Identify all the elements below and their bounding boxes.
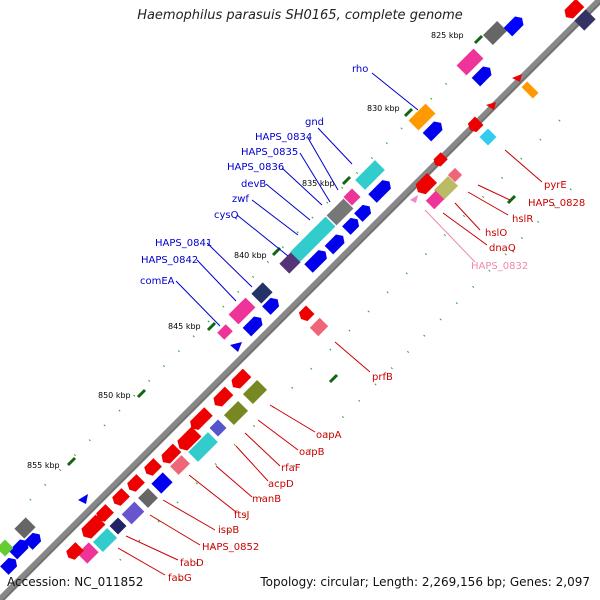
pink-leader-line — [424, 209, 476, 263]
inner-leader-lines — [117, 149, 543, 576]
tick-label: 840 kbp — [234, 251, 267, 260]
gene-label: fabG — [168, 573, 192, 584]
gene-label: hslO — [485, 228, 507, 239]
gene-label: oapB — [299, 447, 325, 458]
gene-label: acpD — [268, 479, 294, 490]
map-title: Haemophilus parasuis SH0165, complete ge… — [137, 8, 463, 23]
gene-label: HAPS_0834 — [255, 132, 312, 143]
gene-label: HAPS_0842 — [141, 255, 198, 266]
gene-label: zwf — [232, 194, 249, 205]
gene-label: ispB — [218, 525, 239, 536]
kbp-ticks — [66, 34, 517, 467]
gene-label: HAPS_0835 — [241, 147, 298, 158]
gene-label: manB — [252, 494, 281, 505]
gene-label: hslR — [512, 214, 533, 225]
gene-label: oapA — [316, 430, 342, 441]
accession-label: Accession: NC_011852 — [7, 575, 144, 589]
gene-label: HAPS_0828 — [528, 198, 585, 209]
gene-label: HAPS_0852 — [202, 542, 259, 553]
outer-gene-labels: rho gnd HAPS_0834 HAPS_0835 HAPS_0836 de… — [140, 64, 368, 287]
outer-dot-track — [29, 29, 501, 501]
gene-label: pyrE — [544, 180, 567, 191]
outer-genes — [0, 16, 524, 575]
tick-label: 855 kbp — [27, 461, 60, 470]
genome-summary: Topology: circular; Length: 2,269,156 bp… — [260, 575, 590, 589]
inner-genes — [66, 0, 596, 564]
gene-label: devB — [241, 179, 266, 190]
gene-label: HAPS_0841 — [155, 238, 212, 249]
gene-label: HAPS_0832 — [471, 261, 528, 272]
gene-label: comEA — [140, 276, 175, 287]
inner-dot-track-2 — [119, 119, 561, 561]
tick-label: 845 kbp — [168, 322, 201, 331]
outer-leader-lines — [175, 72, 419, 327]
gene-label: rfaF — [281, 463, 301, 474]
tick-label: 825 kbp — [431, 31, 464, 40]
gene-label: rho — [352, 64, 368, 75]
gene-label: cysQ — [214, 210, 239, 221]
gene-label: fabD — [180, 558, 204, 569]
tick-label: 830 kbp — [367, 104, 400, 113]
gene-label: gnd — [305, 117, 324, 128]
gene-label: HAPS_0836 — [227, 162, 284, 173]
inner-gene-labels: pyrE HAPS_0828 hslR hslO dnaQ HAPS_0832 … — [168, 180, 585, 584]
tick-label: 850 kbp — [98, 391, 131, 400]
gene-label: prfB — [372, 372, 393, 383]
gene-label: ftsJ — [234, 510, 249, 521]
gene-label: dnaQ — [489, 243, 516, 254]
